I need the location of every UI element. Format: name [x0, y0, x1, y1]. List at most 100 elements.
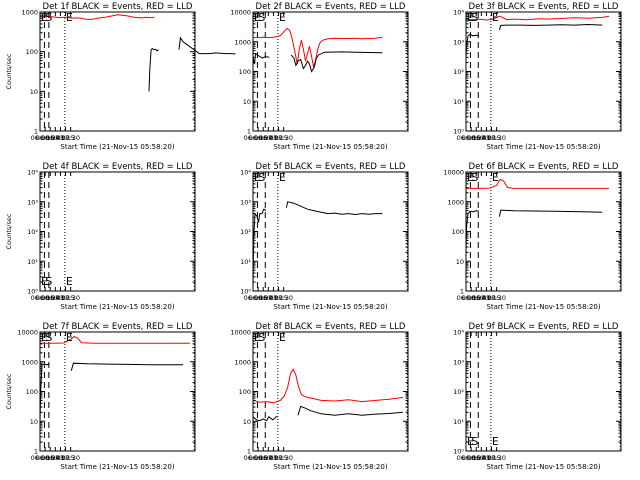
y-tick-label: 10³ [240, 198, 251, 206]
y-tick-label: 1000 [21, 9, 38, 17]
series-lld-0 [465, 15, 610, 21]
start-marker-label: S [45, 11, 52, 24]
x-tick-label: 06:30 [254, 134, 273, 142]
end-marker-label: E [66, 11, 73, 24]
x-axis-label: Start Time (21-Nov-15 05:58:20) [273, 463, 387, 471]
x-tick-label: 06:45 [46, 454, 65, 462]
x-tick-label: 06:15 [462, 134, 481, 142]
left-marker-label: E [254, 171, 261, 184]
y-tick-label: 1 [247, 448, 251, 456]
series-lld-0 [252, 368, 403, 404]
y-axis-label: Counts/sec [5, 373, 13, 409]
y-tick-label: 10² [240, 228, 251, 236]
y-tick-label: 10⁴ [27, 169, 38, 177]
x-tick-label: 06:00 [31, 454, 50, 462]
y-tick-label: 10⁴ [453, 329, 464, 337]
series-events-1 [148, 47, 159, 92]
panel-title: Det 8f BLACK = Events, RED = LLD [256, 322, 406, 332]
series-events-1 [252, 208, 267, 289]
x-tick-label: 07:15 [56, 134, 75, 142]
y-axis-label: Counts/sec [5, 213, 13, 249]
x-tick-label: 07:00 [477, 294, 496, 302]
plot-frame [39, 171, 196, 292]
y-tick-label: 10000 [230, 329, 251, 337]
x-tick-label: 06:45 [259, 294, 278, 302]
x-axis-label: Start Time (21-Nov-15 05:58:20) [60, 463, 174, 471]
y-tick-label: 1000 [21, 358, 38, 366]
x-tick-label: 07:00 [264, 134, 283, 142]
panel-title: Det 3f BLACK = Events, RED = LLD [469, 2, 619, 12]
x-tick-label: 06:15 [462, 454, 481, 462]
x-tick-label: 07:30 [61, 134, 80, 142]
series-events-2 [498, 209, 603, 217]
plot-frame [252, 11, 409, 132]
plot-frame [465, 171, 622, 292]
x-tick-label: 06:15 [36, 454, 55, 462]
y-tick-label: 10¹ [453, 418, 464, 426]
y-tick-label: 10⁰ [453, 448, 464, 456]
x-tick-label: 06:15 [36, 134, 55, 142]
left-marker-label: E [254, 11, 261, 24]
start-marker-label: S [258, 171, 265, 184]
x-axis-label: Start Time (21-Nov-15 05:58:20) [273, 143, 387, 151]
plot-frame [252, 171, 409, 292]
y-tick-label: 10⁰ [27, 288, 38, 296]
end-marker-label: E [279, 11, 286, 24]
y-tick-label: 10 [30, 418, 38, 426]
panel-title: Det 2f BLACK = Events, RED = LLD [256, 2, 406, 12]
left-marker-label: E [254, 331, 261, 344]
end-marker-label: E [279, 171, 286, 184]
y-tick-label: 10² [453, 68, 464, 76]
x-tick-label: 06:30 [467, 454, 486, 462]
x-tick-label: 07:00 [264, 294, 283, 302]
y-tick-label: 100 [452, 228, 464, 236]
plot-frame [465, 331, 622, 452]
left-marker-label: E [467, 171, 474, 184]
x-tick-label: 06:30 [254, 454, 273, 462]
plot-frame [39, 331, 196, 452]
y-tick-label: 10 [243, 98, 251, 106]
panel-title: Det 5f BLACK = Events, RED = LLD [256, 162, 406, 172]
panel-det-4: Det 4f BLACK = Events, RED = LLD Counts/s… [5, 162, 196, 311]
x-axis-label: Start Time (21-Nov-15 05:58:20) [60, 303, 174, 311]
x-tick-label: 07:30 [274, 294, 293, 302]
y-tick-label: 10000 [230, 9, 251, 17]
x-tick-label: 06:45 [259, 134, 278, 142]
start-marker-label: S [471, 171, 478, 184]
y-tick-label: 100 [239, 68, 251, 76]
x-tick-label: 06:30 [41, 454, 60, 462]
x-tick-label: 07:15 [269, 134, 288, 142]
y-tick-label: 10² [27, 228, 38, 236]
end-marker-label: E [66, 275, 73, 288]
y-tick-label: 10⁴ [453, 9, 464, 17]
x-tick-label: 07:30 [487, 454, 506, 462]
plot-frame [39, 11, 196, 132]
start-marker-label: S [471, 435, 478, 448]
x-tick-label: 07:15 [56, 454, 75, 462]
x-tick-label: 06:00 [31, 294, 50, 302]
y-tick-label: 10000 [17, 329, 38, 337]
x-tick-label: 06:45 [472, 134, 491, 142]
x-tick-label: 07:00 [51, 454, 70, 462]
y-tick-label: 10000 [443, 169, 464, 177]
panel-title: Det 6f BLACK = Events, RED = LLD [469, 162, 619, 172]
y-tick-label: 10 [456, 258, 464, 266]
x-tick-label: 07:30 [487, 294, 506, 302]
y-tick-label: 10³ [453, 38, 464, 46]
x-tick-label: 07:15 [482, 134, 501, 142]
y-tick-label: 1 [34, 448, 38, 456]
x-axis-label: Start Time (21-Nov-15 05:58:20) [486, 143, 600, 151]
x-tick-label: 06:45 [46, 294, 65, 302]
start-marker-label: S [45, 331, 52, 344]
y-tick-label: 10³ [453, 358, 464, 366]
x-tick-label: 07:30 [61, 294, 80, 302]
x-axis-label: Start Time (21-Nov-15 05:58:20) [486, 463, 600, 471]
x-tick-label: 06:45 [46, 134, 65, 142]
x-tick-label: 07:15 [482, 454, 501, 462]
x-tick-label: 07:00 [477, 134, 496, 142]
x-tick-label: 07:30 [487, 134, 506, 142]
series-events-1 [465, 210, 480, 250]
panel-det-1: Det 1f BLACK = Events, RED = LLD Counts/s… [5, 2, 236, 151]
x-axis-label: Start Time (21-Nov-15 05:58:20) [486, 303, 600, 311]
